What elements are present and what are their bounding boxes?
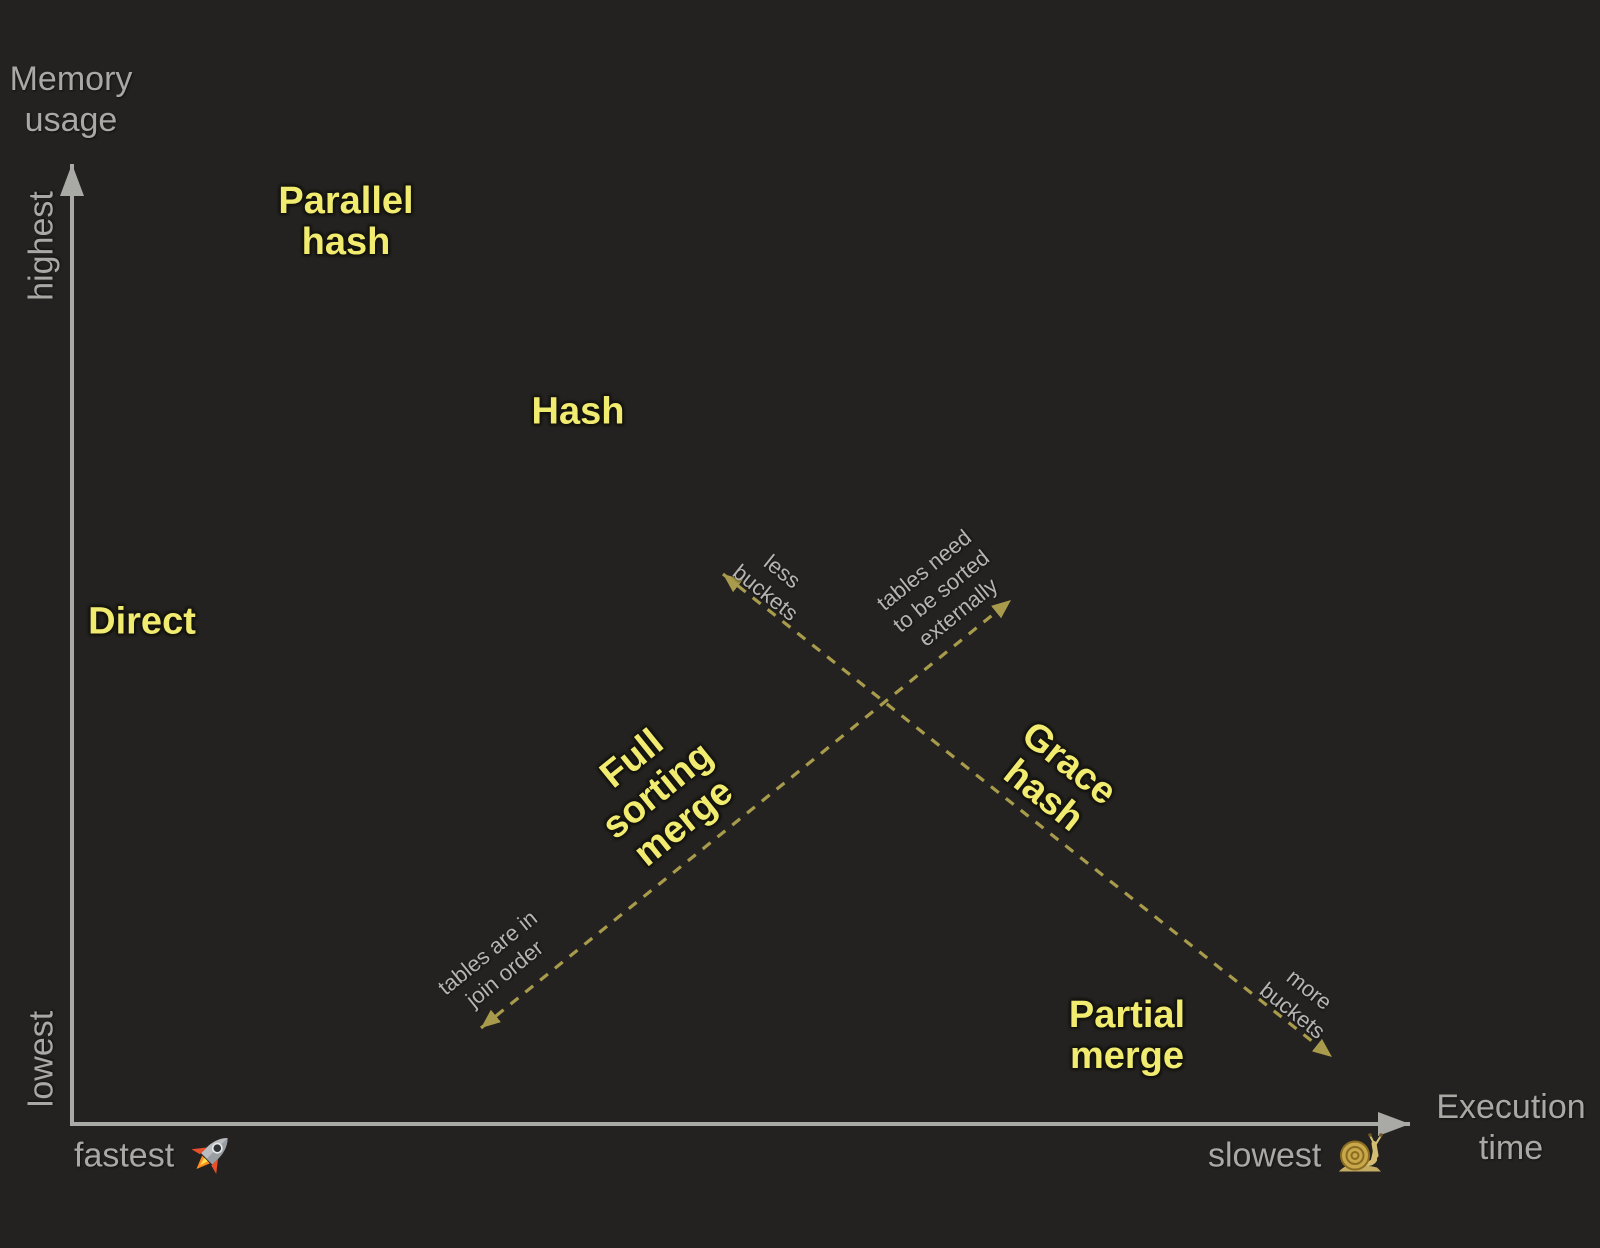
- x-axis-max-group: slowest: [1208, 1130, 1387, 1183]
- method-hash: Hash: [531, 390, 625, 433]
- sorting-axis-double-arrow: [479, 598, 1013, 1030]
- snail-icon: [1335, 1130, 1387, 1183]
- x-axis-min-label: fastest: [74, 1136, 175, 1175]
- method-partial-merge: Partial merge: [1068, 994, 1186, 1077]
- x-axis-title: Execution time: [1436, 1088, 1586, 1167]
- rocket-icon: [188, 1130, 236, 1183]
- y-axis-min-label: lowest: [22, 1010, 61, 1108]
- x-axis-min-group: fastest: [74, 1130, 236, 1183]
- buckets-axis-double-arrow: [722, 572, 1333, 1059]
- x-axis-max-label: slowest: [1208, 1136, 1322, 1175]
- method-direct: Direct: [88, 600, 196, 643]
- method-parallel-hash: Parallel hash: [278, 180, 414, 263]
- y-axis-title: Memory usage: [9, 60, 133, 139]
- y-axis-max-label: highest: [22, 191, 61, 301]
